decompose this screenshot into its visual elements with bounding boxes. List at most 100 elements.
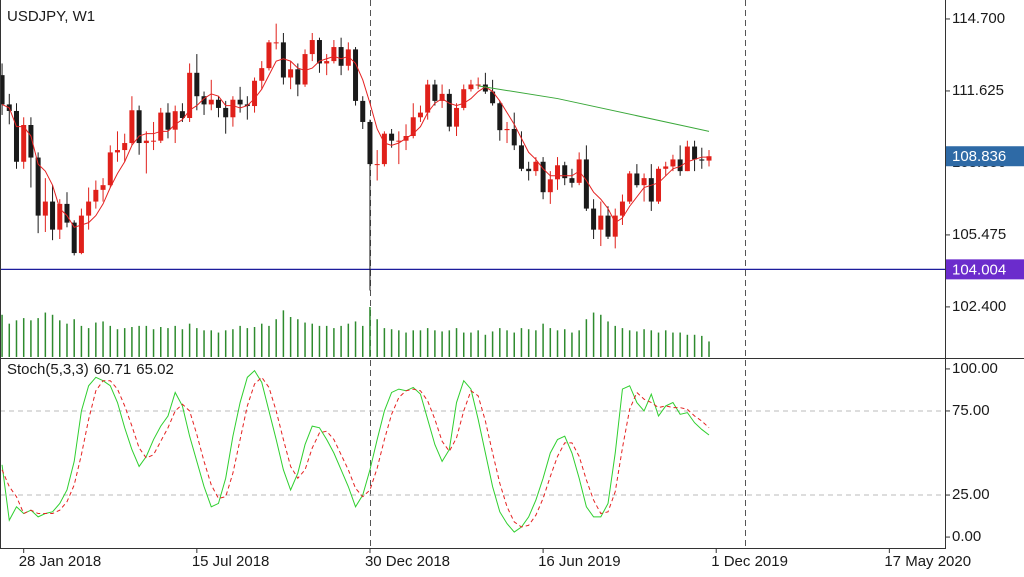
volume-bar: [87, 328, 90, 357]
volume-bar: [628, 330, 631, 357]
candle-body: [497, 103, 503, 131]
candle-body: [114, 150, 120, 153]
x-tick-label: 16 Jun 2019: [538, 553, 621, 570]
candle-body: [381, 133, 387, 165]
volume-bar: [311, 323, 314, 357]
candle-body: [324, 61, 330, 64]
volume-bar: [563, 329, 566, 357]
stochastic-line: [1, 376, 710, 528]
candle-body: [78, 215, 84, 254]
candle-body: [684, 146, 690, 172]
volume-bar: [15, 320, 18, 357]
volume-bar: [434, 330, 436, 357]
volume-bar: [354, 321, 357, 357]
volume-bar: [8, 323, 11, 357]
candle-body: [555, 165, 561, 180]
volume-bar: [426, 328, 429, 357]
candle-body: [316, 40, 322, 64]
volume-bar: [462, 332, 465, 357]
volume-bar: [318, 325, 321, 357]
level-tag: [946, 259, 1024, 280]
candle-body: [446, 93, 452, 127]
candle-body: [627, 173, 633, 202]
candle-body: [237, 99, 243, 105]
volume-bar: [59, 320, 61, 357]
indicator-name: Stoch(5,3,3): [7, 361, 89, 378]
candle-body: [706, 156, 712, 161]
volume-bar: [282, 310, 285, 357]
volume-bar: [239, 325, 241, 357]
volume-bar: [369, 307, 371, 357]
volume-bar: [499, 328, 501, 357]
volume-bar: [491, 331, 494, 357]
volume-bar: [297, 319, 299, 357]
marks-layer: [0, 23, 945, 533]
candle-body: [208, 99, 214, 105]
volume-bar: [44, 312, 47, 357]
x-tick-label: 15 Jul 2018: [192, 553, 270, 570]
y-tick-label: 75.00: [952, 402, 990, 419]
volume-bar: [253, 327, 256, 357]
price-tag-label: 108.836: [952, 148, 1006, 165]
volume-bar: [520, 328, 523, 357]
stochastic-line: [1, 369, 710, 533]
candle-body: [201, 96, 207, 105]
candle-body: [598, 215, 604, 230]
volume-bar: [181, 329, 184, 357]
volume-bar: [419, 330, 422, 357]
candle-body: [50, 201, 56, 230]
volume-bar: [592, 312, 595, 357]
volume-bar: [535, 330, 537, 357]
y-tick-label: 111.625: [952, 82, 1004, 99]
candle-body: [482, 84, 488, 92]
volume-bar: [470, 332, 472, 357]
volume-bar: [30, 320, 32, 357]
candle-body: [663, 166, 669, 169]
y-tick-label: 105.475: [952, 226, 1006, 243]
volume-bar: [686, 334, 689, 357]
volume-bar: [636, 331, 638, 357]
candle-body: [504, 128, 510, 131]
candle-body: [252, 80, 258, 107]
candle-body: [583, 159, 589, 209]
candle-body: [547, 179, 553, 193]
candle-body: [13, 110, 19, 162]
volume-bar: [37, 318, 39, 357]
volume-bar: [145, 325, 148, 357]
level-tag-label: 104.004: [952, 261, 1006, 278]
candle-body: [273, 42, 279, 44]
candle-body: [223, 107, 229, 118]
candle-body: [461, 89, 467, 108]
y-tick-label: 102.400: [952, 298, 1006, 315]
candle-body: [107, 152, 113, 186]
volume-bar: [672, 332, 674, 357]
volume-bar: [325, 325, 328, 357]
indicator-d-readout: 65.02: [136, 361, 174, 378]
volume-bar: [333, 328, 335, 357]
candle-body: [230, 99, 236, 118]
back-layer: [0, 0, 945, 548]
candle-body: [569, 178, 575, 183]
candle-body: [21, 125, 27, 162]
candle-body: [100, 185, 106, 190]
volume-bar: [527, 329, 530, 357]
x-tick-label: 28 Jan 2018: [19, 553, 102, 570]
volume-bar: [484, 334, 487, 357]
candle-body: [360, 100, 366, 122]
candle-body: [468, 84, 474, 90]
candle-body: [540, 161, 546, 193]
candle-body: [302, 54, 308, 85]
volume-bar: [506, 330, 508, 357]
candle-body: [439, 93, 445, 101]
candle-body: [187, 72, 193, 118]
volume-bar: [196, 328, 198, 357]
volume-bar: [73, 319, 75, 357]
volume-bar: [1, 314, 3, 357]
candle-body: [641, 178, 647, 186]
volume-bar: [657, 332, 660, 357]
volume-bar: [513, 332, 515, 357]
volume-bar: [109, 325, 112, 357]
candle-body: [619, 201, 625, 216]
candle-body: [670, 159, 676, 167]
